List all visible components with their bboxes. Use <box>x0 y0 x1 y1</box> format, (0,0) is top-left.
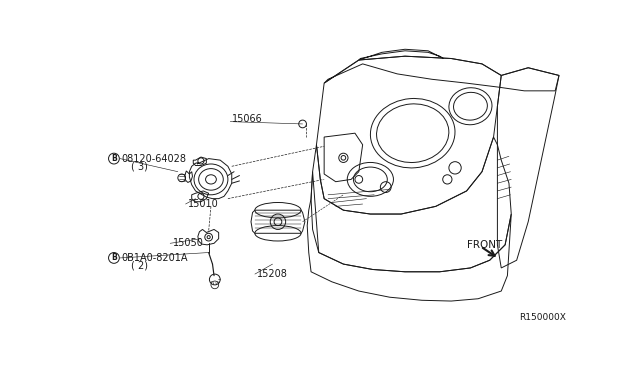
Text: 15050: 15050 <box>172 238 204 248</box>
Text: ( 3): ( 3) <box>131 161 148 171</box>
Text: B: B <box>111 253 117 262</box>
Text: FRONT: FRONT <box>467 240 502 250</box>
Text: ( 2): ( 2) <box>131 261 148 271</box>
Text: 08120-64028: 08120-64028 <box>122 154 187 164</box>
Text: 0B1A0-8201A: 0B1A0-8201A <box>122 253 188 263</box>
Text: R150000X: R150000X <box>519 314 566 323</box>
Text: B: B <box>111 154 117 163</box>
Text: 15010: 15010 <box>188 199 219 209</box>
Text: 15208: 15208 <box>257 269 288 279</box>
Text: 15066: 15066 <box>232 114 262 124</box>
